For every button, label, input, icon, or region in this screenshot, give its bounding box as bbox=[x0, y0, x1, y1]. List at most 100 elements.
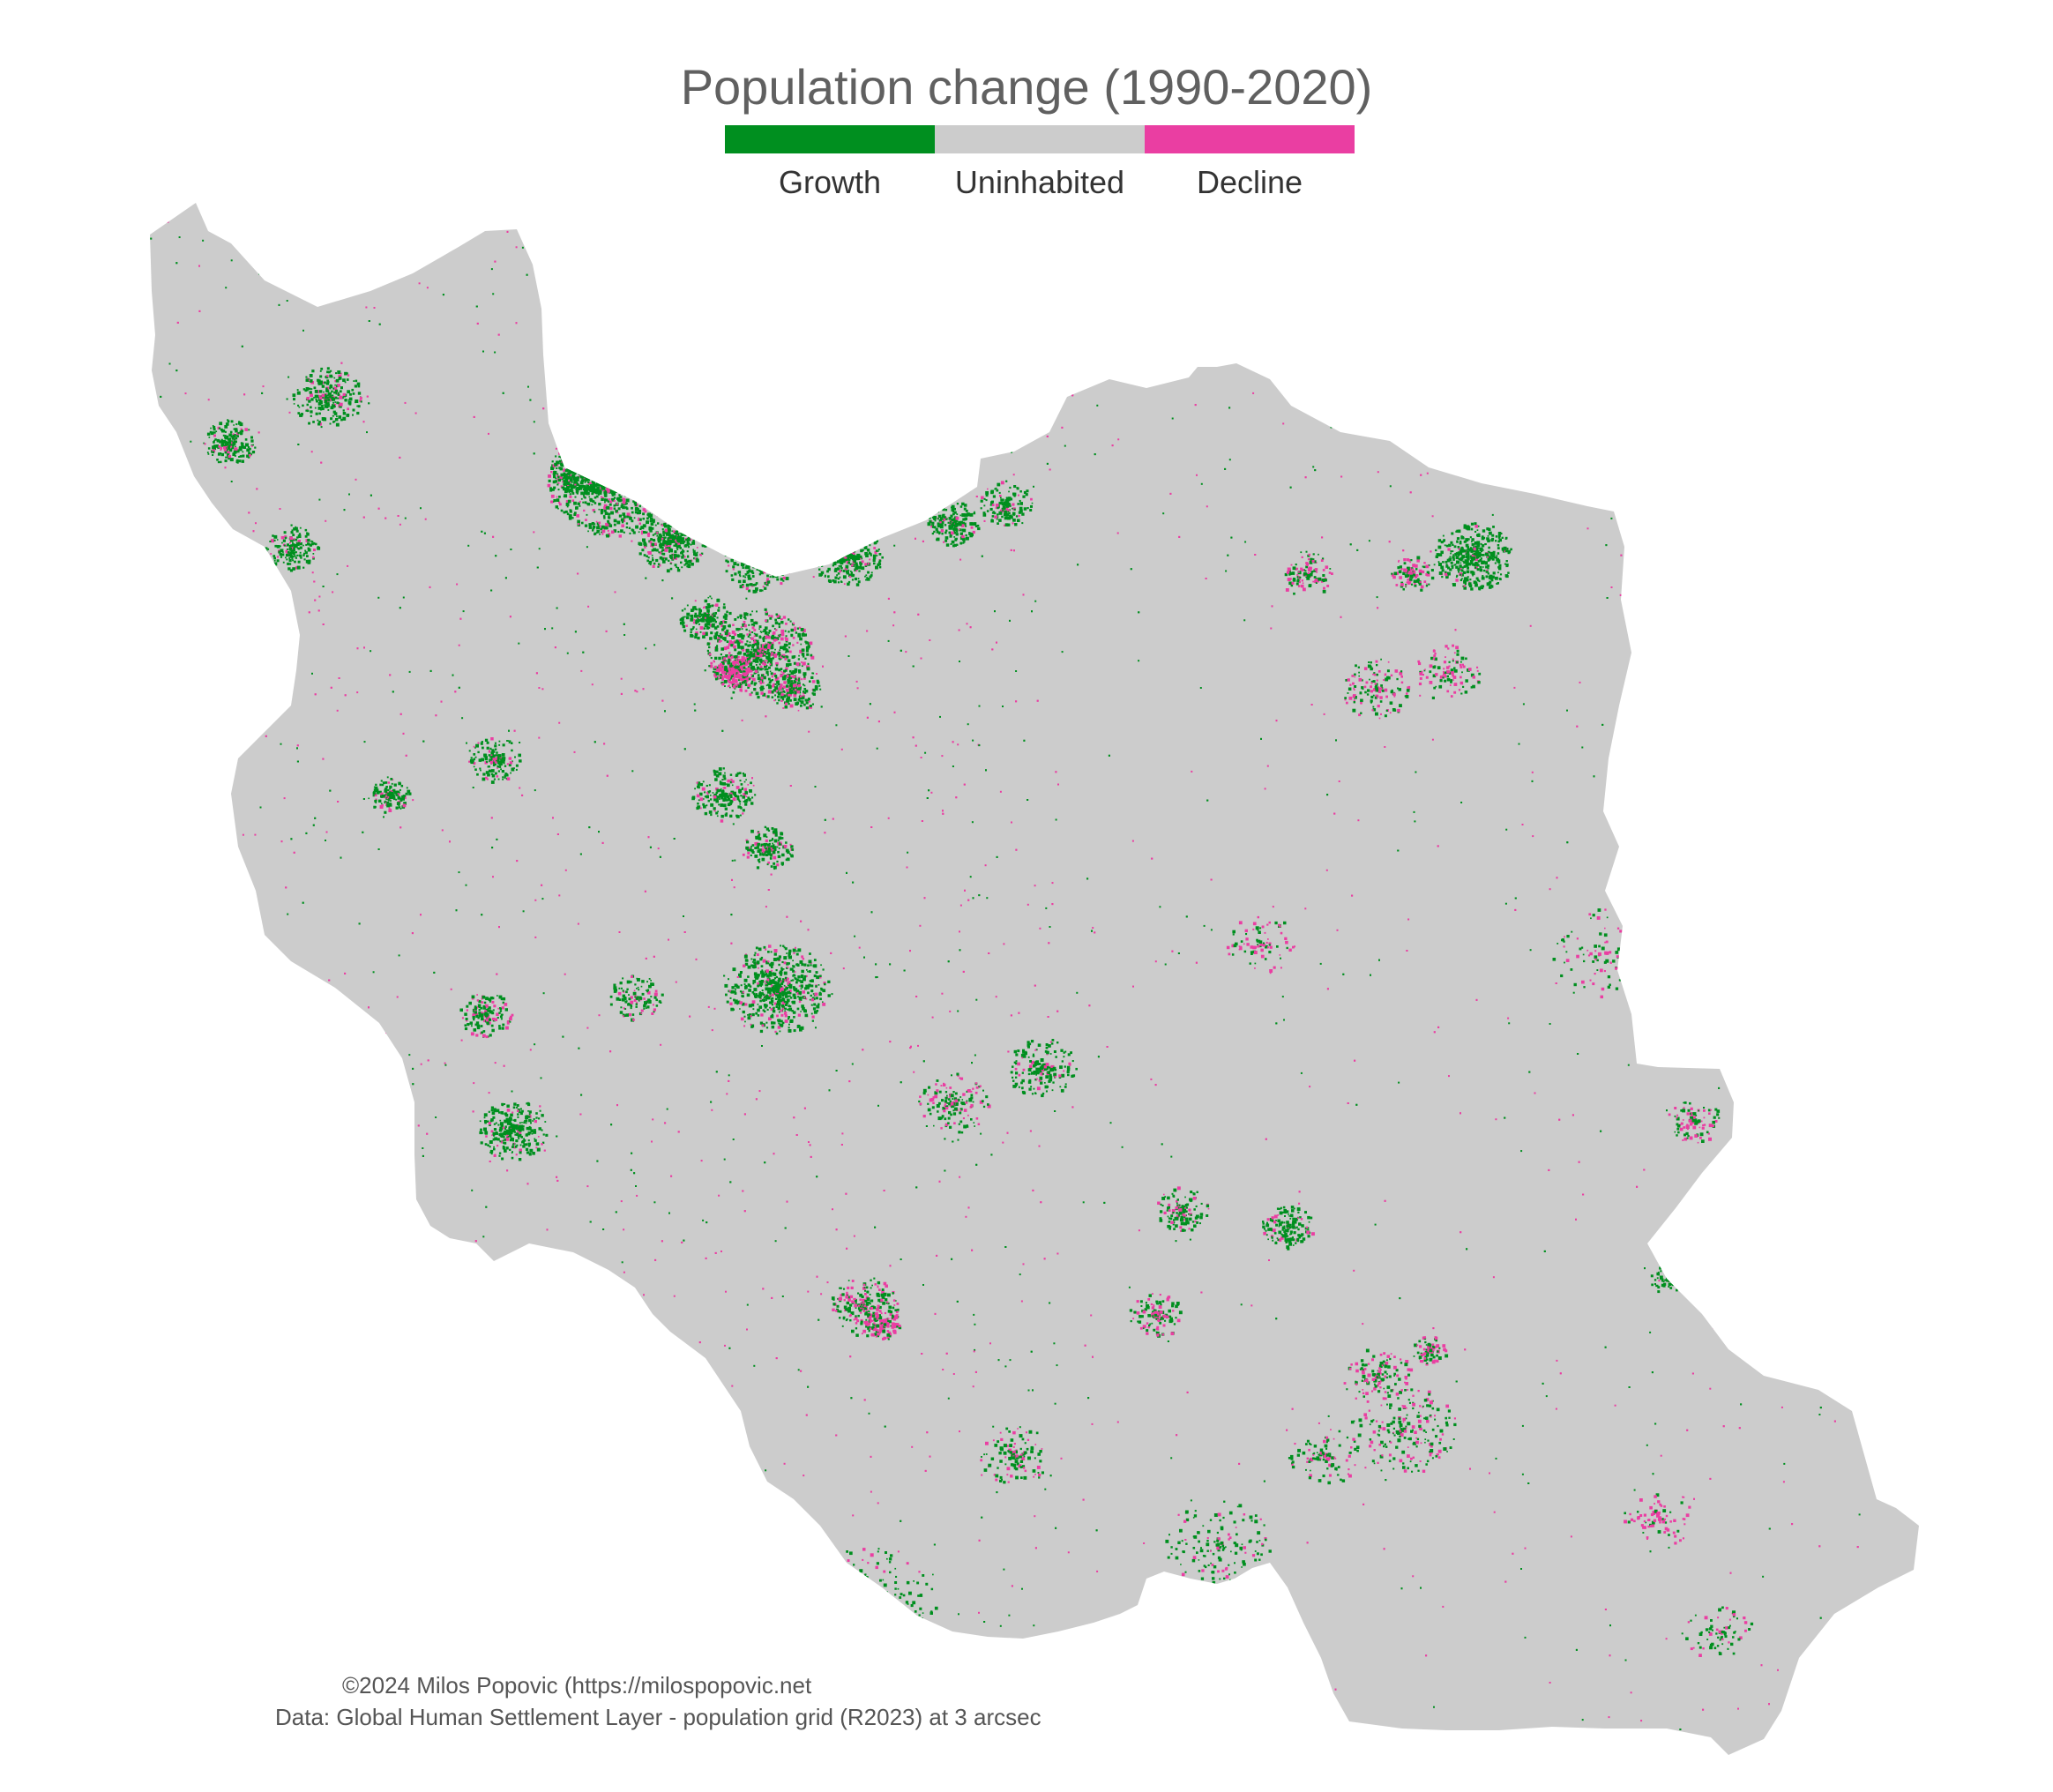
settlement-dot bbox=[944, 531, 947, 534]
settlement-dot bbox=[1017, 519, 1020, 522]
settlement-dot bbox=[565, 482, 567, 484]
settlement-dot bbox=[686, 560, 690, 564]
settlement-dot bbox=[949, 534, 952, 538]
settlement-dot bbox=[752, 533, 756, 536]
settlement-dot bbox=[762, 564, 765, 567]
settlement-dot bbox=[598, 468, 601, 470]
settlement-dot bbox=[730, 656, 734, 659]
settlement-dot bbox=[595, 455, 599, 459]
settlement-dot bbox=[707, 596, 709, 599]
settlement-dot bbox=[836, 549, 840, 553]
settlement-dot bbox=[588, 452, 591, 456]
settlement-dot bbox=[563, 487, 566, 491]
settlement-dot bbox=[623, 531, 625, 534]
settlement-dot bbox=[792, 644, 795, 646]
settlement-dot bbox=[729, 547, 734, 551]
settlement-dot bbox=[969, 522, 973, 526]
settlement-dot bbox=[758, 558, 760, 561]
settlement-dot bbox=[731, 784, 734, 787]
settlement-dot bbox=[727, 676, 729, 679]
settlement-dot bbox=[785, 702, 788, 706]
settlement-dot bbox=[761, 989, 764, 992]
settlement-dot bbox=[594, 473, 598, 476]
settlement-dot bbox=[791, 567, 794, 570]
settlement-dot bbox=[800, 628, 804, 631]
settlement-dot bbox=[583, 467, 586, 469]
settlement-dot bbox=[579, 466, 583, 469]
settlement-dot bbox=[778, 698, 780, 702]
settlement-dot bbox=[586, 445, 588, 447]
settlement-dot bbox=[712, 617, 714, 620]
settlement-dot bbox=[951, 540, 955, 544]
settlement-dot bbox=[620, 498, 623, 502]
settlement-dot bbox=[807, 991, 810, 995]
settlement-dot bbox=[800, 643, 803, 646]
settlement-dot bbox=[860, 557, 863, 560]
settlement-dot bbox=[992, 495, 996, 498]
settlement-dot bbox=[643, 531, 646, 534]
settlement-dot bbox=[765, 537, 768, 541]
settlement-dot bbox=[605, 439, 608, 442]
settlement-dot bbox=[846, 547, 850, 550]
settlement-dot bbox=[587, 486, 592, 489]
settlement-dot bbox=[661, 557, 664, 561]
settlement-dot bbox=[632, 500, 635, 503]
settlement-dot bbox=[691, 541, 696, 545]
settlement-dot bbox=[766, 661, 769, 664]
settlement-dot bbox=[622, 440, 625, 444]
settlement-dot bbox=[771, 997, 774, 1000]
settlement-dot bbox=[632, 455, 636, 458]
settlement-dot bbox=[705, 626, 710, 630]
settlement-dot bbox=[861, 566, 865, 571]
settlement-dot bbox=[797, 709, 800, 712]
settlement-dot bbox=[688, 559, 692, 564]
settlement-dot bbox=[680, 520, 683, 524]
settlement-dot bbox=[623, 458, 626, 459]
settlement-dot bbox=[668, 541, 671, 544]
settlement-dot bbox=[779, 649, 781, 652]
settlement-dot bbox=[739, 614, 743, 617]
settlement-dot bbox=[747, 549, 750, 552]
settlement-dot bbox=[607, 477, 608, 480]
settlement-dot bbox=[715, 631, 718, 633]
settlement-dot bbox=[676, 535, 680, 539]
settlement-dot bbox=[692, 549, 695, 551]
settlement-dot bbox=[847, 549, 849, 551]
settlement-dot bbox=[627, 490, 631, 495]
settlement-dot bbox=[584, 488, 587, 492]
settlement-dot bbox=[997, 482, 1001, 487]
settlement-dot bbox=[733, 645, 736, 649]
settlement-dot bbox=[721, 664, 724, 667]
settlement-dot bbox=[708, 810, 713, 814]
settlement-dot bbox=[766, 578, 770, 581]
settlement-dot bbox=[801, 955, 804, 959]
settlement-dot bbox=[743, 560, 746, 564]
settlement-dot bbox=[615, 483, 619, 488]
settlement-dot bbox=[786, 698, 789, 703]
settlement-dot bbox=[638, 531, 640, 534]
settlement-dot bbox=[699, 807, 702, 810]
settlement-dot bbox=[785, 553, 788, 556]
settlement-dot bbox=[813, 547, 817, 550]
settlement-dot bbox=[951, 506, 952, 509]
settlement-dot bbox=[627, 492, 631, 497]
settlement-dot bbox=[1001, 515, 1004, 519]
settlement-dot bbox=[814, 558, 817, 562]
settlement-dot bbox=[792, 636, 795, 639]
settlement-dot bbox=[757, 564, 760, 567]
settlement-dot bbox=[665, 545, 668, 548]
settlement-dot bbox=[757, 562, 759, 564]
settlement-dot bbox=[640, 504, 643, 506]
settlement-dot bbox=[758, 653, 763, 658]
settlement-dot bbox=[759, 665, 763, 668]
settlement-dot bbox=[598, 469, 601, 473]
settlement-dot bbox=[579, 500, 581, 503]
settlement-dot bbox=[613, 529, 617, 533]
settlement-dot bbox=[602, 468, 606, 472]
settlement-dot bbox=[1005, 502, 1007, 504]
settlement-dot bbox=[660, 465, 662, 467]
settlement-dot bbox=[614, 487, 617, 490]
settlement-dot bbox=[780, 1004, 785, 1008]
settlement-dot bbox=[778, 683, 780, 686]
settlement-dot bbox=[676, 520, 678, 523]
